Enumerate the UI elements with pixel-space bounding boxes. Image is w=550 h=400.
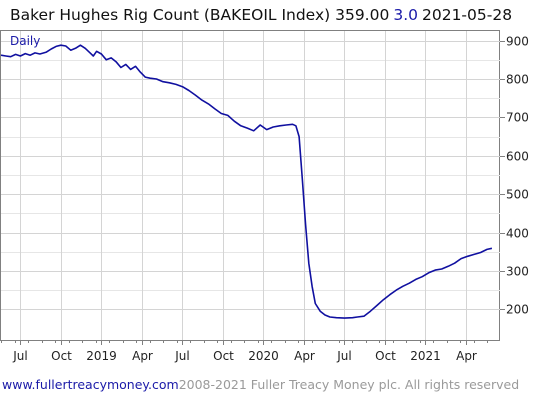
frequency-label: Daily [10,34,40,48]
change-value: 3.0 [393,6,418,24]
date-value: 2021-05-28 [421,6,513,24]
y-tick-label: 500 [506,188,529,202]
footer: www.fullertreacymoney.com2008-2021 Fulle… [2,377,519,392]
y-tick-label: 800 [506,73,529,87]
y-tick-label: 600 [506,150,529,164]
x-tick-label: 2021 [410,349,441,363]
x-tick-label: Apr [456,349,477,363]
title-text: Baker Hughes Rig Count (BAKEOIL Index) 3… [10,6,390,24]
y-tick-label: 400 [506,227,529,241]
x-tick-label: Oct [51,349,72,363]
y-tick-label: 200 [506,303,529,317]
footer-link[interactable]: www.fullertreacymoney.com [2,377,179,392]
y-tick-label: 700 [506,111,529,125]
chart-title: Baker Hughes Rig Count (BAKEOIL Index) 3… [10,6,512,24]
x-tick-label: Jul [336,349,351,363]
x-tick-label: Apr [132,349,153,363]
x-tick-label: 2020 [248,349,279,363]
y-tick-label: 300 [506,265,529,279]
x-axis: Jul Oct 2019 Apr Jul Oct 2020 Apr Jul Oct 2021 Apr [1,340,488,363]
footer-copyright: 2008-2021 Fuller Treacy Money plc. All r… [178,377,520,392]
x-tick-label: 2019 [86,349,117,363]
x-tick-label: Oct [375,349,396,363]
x-tick-label: Jul [12,349,27,363]
y-tick-label: 900 [506,35,529,49]
plot-frame [0,30,500,341]
y-axis: 200 300 400 500 600 700 800 900 [500,35,529,317]
grid [1,31,500,340]
x-tick-label: Jul [174,349,189,363]
x-tick-label: Oct [213,349,234,363]
x-tick-label: Apr [294,349,315,363]
series-line [0,44,493,319]
